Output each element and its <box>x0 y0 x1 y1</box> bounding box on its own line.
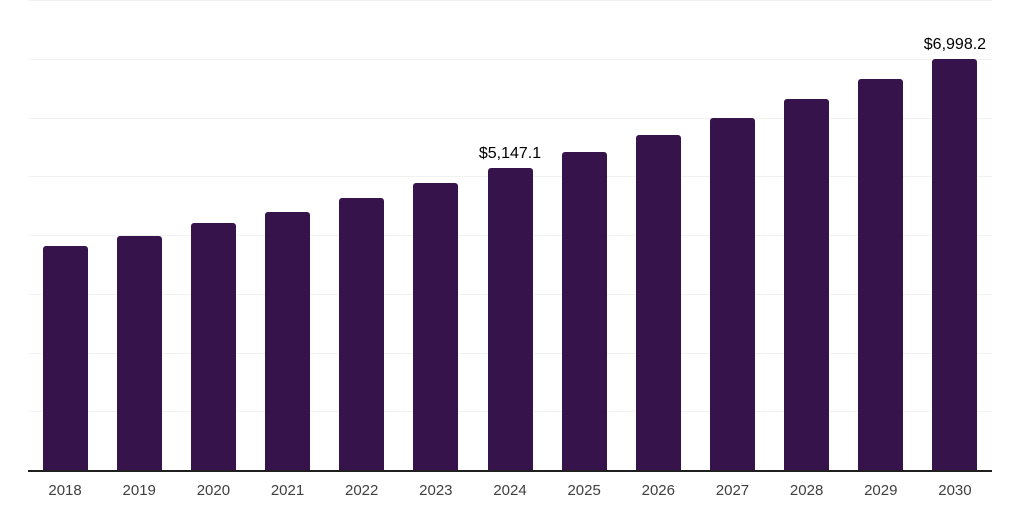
x-tick-2021: 2021 <box>270 482 305 499</box>
bar-2025 <box>561 151 607 470</box>
bar-2028 <box>784 98 830 470</box>
bar-2019 <box>116 235 162 470</box>
x-axis: 2018 2019 2020 2021 2022 2023 2024 2025 2026 2027… <box>28 482 992 506</box>
x-tick-2024: 2024 <box>493 482 527 499</box>
bar-2018 <box>42 246 88 470</box>
bar-2021 <box>265 211 311 470</box>
x-tick-2020: 2020 <box>196 482 231 499</box>
gridline-7000 <box>28 58 992 60</box>
bar-2027 <box>709 117 755 470</box>
x-tick-2026: 2026 <box>641 482 675 499</box>
x-tick-2025: 2025 <box>567 482 601 499</box>
bar-2024 <box>487 167 533 470</box>
data-label-2024: $5,147.1 <box>478 144 542 162</box>
x-tick-2023: 2023 <box>419 482 453 499</box>
plot-area: $5,147.1 $6,998.2 <box>28 0 992 472</box>
x-tick-2018: 2018 <box>48 482 82 499</box>
gridline-6000 <box>28 117 992 119</box>
x-tick-2029: 2029 <box>864 482 898 499</box>
bar-2029 <box>858 79 904 470</box>
data-label-2030: $6,998.2 <box>923 35 987 53</box>
x-tick-2022: 2022 <box>345 482 379 499</box>
bar-2026 <box>635 134 681 470</box>
x-tick-2030: 2030 <box>938 482 972 499</box>
gridline-8000 <box>28 0 992 1</box>
x-tick-2028: 2028 <box>789 482 824 499</box>
x-tick-2027: 2027 <box>715 482 750 499</box>
bar-2023 <box>413 183 459 470</box>
bar-2030 <box>932 58 978 470</box>
x-tick-2019: 2019 <box>122 482 156 499</box>
bar-2020 <box>190 222 236 470</box>
bar-2022 <box>339 198 385 470</box>
